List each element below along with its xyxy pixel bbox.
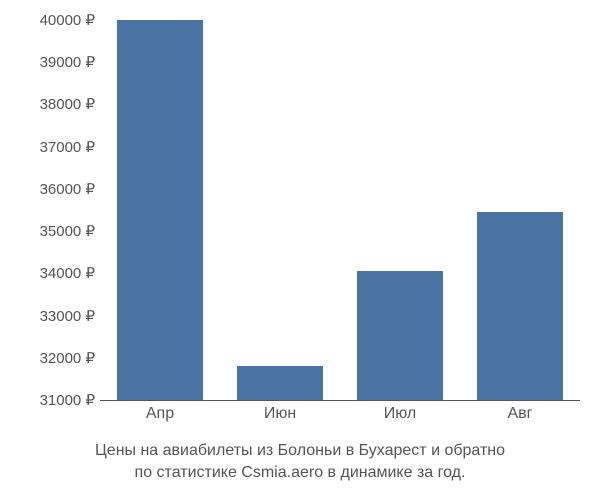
x-tick-label: Июн	[264, 405, 296, 423]
bar	[477, 212, 563, 400]
x-tick-label: Июл	[384, 405, 416, 423]
y-tick-label: 39000 ₽	[0, 53, 95, 71]
y-axis: 31000 ₽32000 ₽33000 ₽34000 ₽35000 ₽36000…	[0, 20, 95, 400]
price-chart: 31000 ₽ 32000 ₽ 33000 ₽ 34000 ₽ 35000 ₽ 36000…	[0, 0, 600, 500]
x-axis-baseline	[100, 400, 580, 401]
y-tick-label: 36000 ₽	[0, 180, 95, 198]
y-tick-label: 37000 ₽	[0, 138, 95, 156]
y-tick-label: 40000 ₽	[0, 11, 95, 29]
caption-line-1: Цены на авиабилеты из Болоньи в Бухарест…	[95, 442, 505, 459]
caption-line-2: по статистике Csmia.aero в динамике за г…	[135, 464, 466, 481]
chart-caption: Цены на авиабилеты из Болоньи в Бухарест…	[0, 440, 600, 483]
y-tick-label: 34000 ₽	[0, 264, 95, 282]
y-tick-label: 35000 ₽	[0, 222, 95, 240]
bar	[117, 20, 203, 400]
y-tick-label: 31000 ₽	[0, 391, 95, 409]
plot-area	[100, 20, 580, 400]
y-tick-label: 32000 ₽	[0, 349, 95, 367]
x-tick-label: Апр	[146, 405, 174, 423]
x-tick-label: Авг	[507, 405, 532, 423]
bars-container	[100, 20, 580, 400]
bar	[237, 366, 323, 400]
x-axis: Апр Июн Июл Авг	[100, 405, 580, 430]
y-tick-label: 38000 ₽	[0, 95, 95, 113]
y-tick-label: 33000 ₽	[0, 307, 95, 325]
bar	[357, 271, 443, 400]
